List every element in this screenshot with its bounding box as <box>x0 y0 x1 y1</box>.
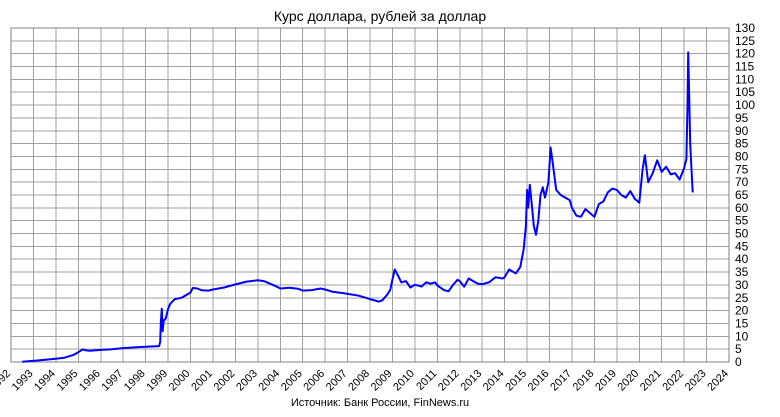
x-tick-label: 1995 <box>55 368 81 394</box>
y-tick-label: 40 <box>735 252 749 266</box>
x-tick-label: 2010 <box>391 368 417 394</box>
y-tick-label: 120 <box>735 47 755 61</box>
y-tick-label: 0 <box>735 355 742 369</box>
y-tick-label: 90 <box>735 124 749 138</box>
x-tick-label: 2004 <box>257 368 283 394</box>
x-axis-ticks: 1992199319941995199619971998199920002001… <box>0 368 731 394</box>
y-tick-label: 105 <box>735 85 755 99</box>
y-tick-label: 20 <box>735 304 749 318</box>
x-tick-label: 2001 <box>189 368 215 394</box>
grid <box>10 27 730 363</box>
y-axis-ticks: 0510152025303540455055606570758085909510… <box>735 21 755 369</box>
plot-frame <box>10 27 730 363</box>
series-line-0 <box>22 51 694 363</box>
x-tick-label: 2008 <box>346 368 372 394</box>
y-tick-label: 15 <box>735 316 749 330</box>
x-tick-label: 2017 <box>548 368 574 394</box>
x-tick-label: 2002 <box>212 368 238 394</box>
y-tick-label: 75 <box>735 162 749 176</box>
y-tick-label: 110 <box>735 72 754 86</box>
x-tick-label: 2014 <box>481 368 507 394</box>
y-tick-label: 25 <box>735 291 749 305</box>
x-tick-label: 1993 <box>10 368 36 394</box>
x-tick-label: 2022 <box>660 368 686 394</box>
x-tick-label: 2013 <box>459 368 485 394</box>
x-tick-label: 2016 <box>526 368 552 394</box>
x-tick-label: 1996 <box>77 368 103 394</box>
y-tick-label: 45 <box>735 239 749 253</box>
x-tick-label: 2011 <box>414 368 439 393</box>
y-tick-label: 130 <box>735 21 755 35</box>
x-tick-label: 2024 <box>705 368 731 394</box>
x-tick-label: 1992 <box>0 368 13 394</box>
series-layer <box>22 51 694 363</box>
chart-title: Курс доллара, рублей за доллар <box>274 8 487 24</box>
x-tick-label: 2007 <box>324 368 350 394</box>
y-tick-label: 125 <box>735 34 755 48</box>
x-tick-label: 2000 <box>167 368 193 394</box>
x-tick-label: 2012 <box>436 368 462 394</box>
y-tick-label: 70 <box>735 175 749 189</box>
x-tick-label: 1997 <box>100 368 126 394</box>
y-tick-label: 35 <box>735 265 749 279</box>
y-tick-label: 55 <box>735 214 749 228</box>
x-tick-label: 1998 <box>122 368 148 394</box>
y-tick-label: 5 <box>735 342 742 356</box>
y-tick-label: 95 <box>735 111 749 125</box>
x-tick-label: 2018 <box>571 368 597 394</box>
y-tick-label: 10 <box>735 329 749 343</box>
x-tick-label: 2005 <box>279 368 305 394</box>
y-tick-label: 30 <box>735 278 749 292</box>
x-tick-label: 2019 <box>593 368 619 394</box>
x-tick-label: 2021 <box>638 368 664 394</box>
x-tick-label: 2009 <box>369 368 395 394</box>
x-tick-label: 2015 <box>503 368 529 394</box>
y-tick-label: 115 <box>735 60 754 74</box>
y-tick-label: 65 <box>735 188 749 202</box>
y-tick-label: 50 <box>735 227 749 241</box>
x-tick-label: 2020 <box>616 368 642 394</box>
chart-source-note: Источник: Банк России, FinNews.ru <box>291 397 469 409</box>
y-tick-label: 80 <box>735 149 749 163</box>
y-tick-label: 85 <box>735 137 749 151</box>
x-tick-label: 2006 <box>301 368 327 394</box>
x-tick-label: 2003 <box>234 368 260 394</box>
x-tick-label: 1994 <box>32 368 58 394</box>
x-tick-label: 1999 <box>144 368 170 394</box>
y-tick-label: 100 <box>735 98 755 112</box>
x-tick-label: 2023 <box>683 368 709 394</box>
y-tick-label: 60 <box>735 201 749 215</box>
